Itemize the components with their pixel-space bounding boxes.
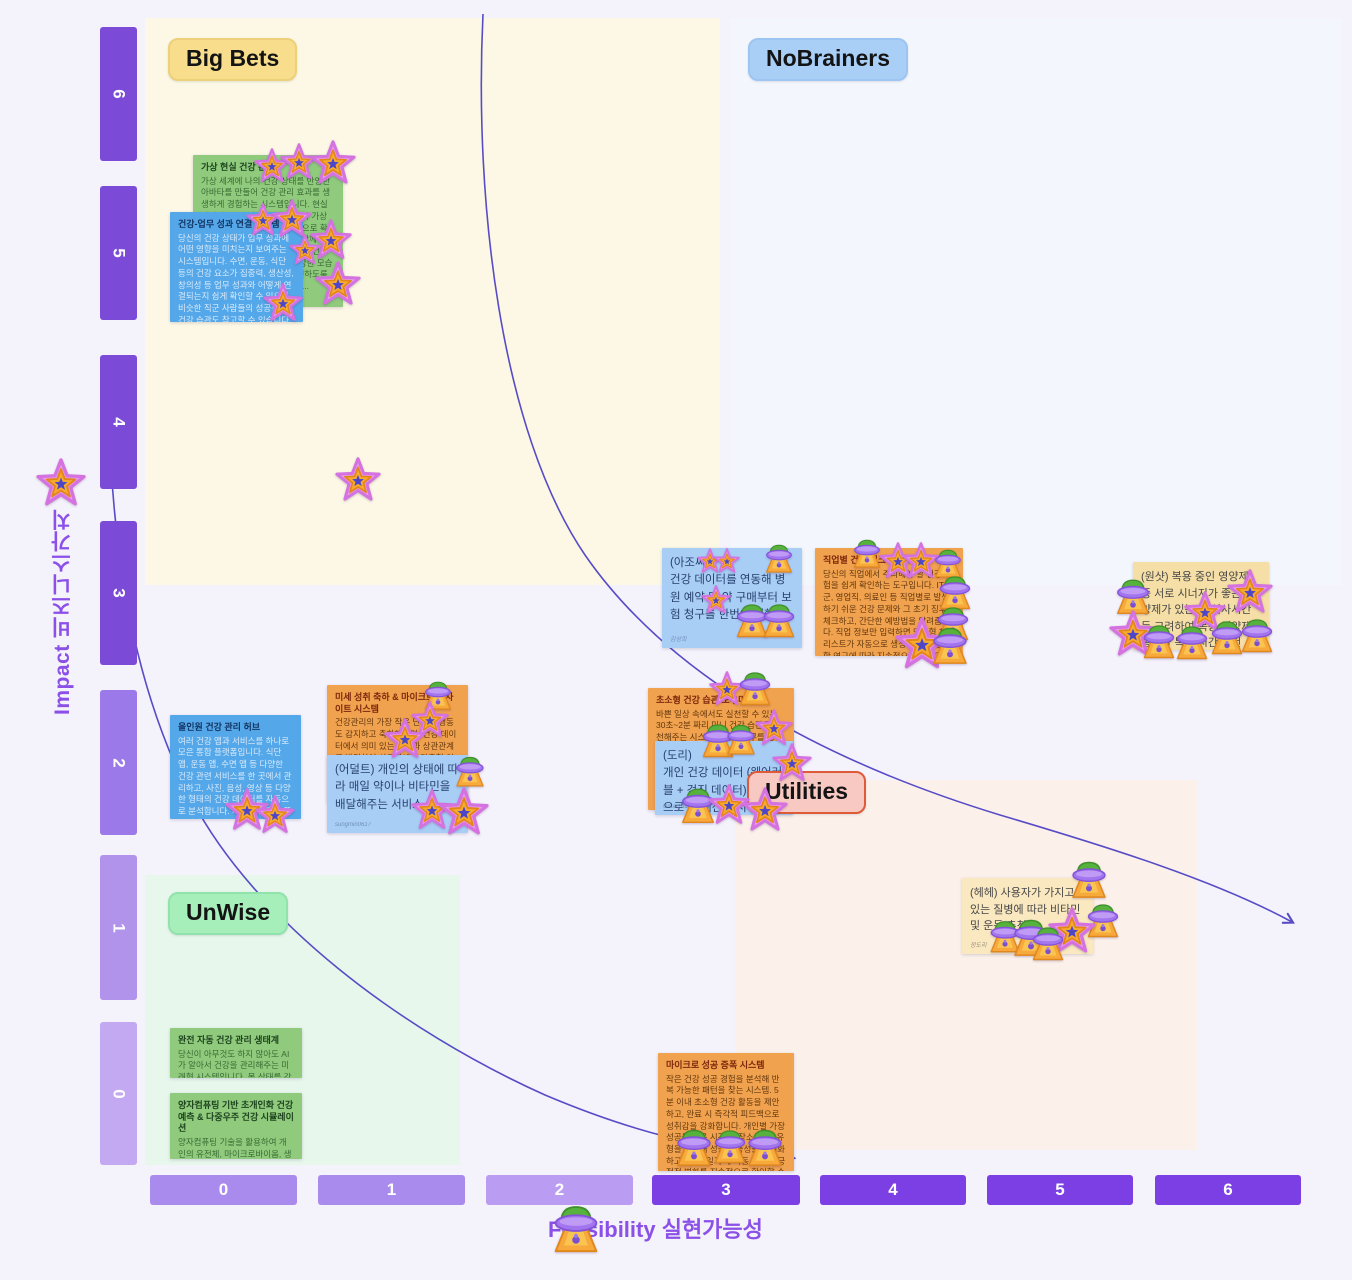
quadrant-label-unwise[interactable]: UnWise	[168, 892, 289, 935]
y-tick-label: 6	[109, 89, 129, 99]
star-stamp-icon[interactable]	[384, 718, 426, 760]
note-title: 미세 성취 축하 & 마이크로 인사이트 시스템	[335, 692, 454, 714]
star-stamp-icon[interactable]	[755, 709, 793, 747]
star-stamp-icon[interactable]	[714, 548, 740, 574]
note-title: 건강-업무 성과 연결 시스템	[178, 219, 280, 229]
ufo-stamp-icon[interactable]	[1172, 622, 1212, 662]
y-tick-label: 5	[109, 248, 129, 258]
note-author: sungmin0617	[335, 822, 372, 828]
ufo-stamp-icon[interactable]	[759, 600, 799, 640]
star-stamp-icon[interactable]	[742, 787, 788, 833]
y-axis-title: Impact 비즈니스가치	[51, 508, 74, 715]
note-title: 올인원 건강 관리 허브	[178, 722, 261, 732]
ufo-stamp-icon[interactable]	[928, 623, 972, 667]
note-author: Uma Thurman	[663, 804, 702, 810]
y-axis-tick-1: 1	[100, 855, 137, 1000]
star-stamp-icon[interactable]	[439, 787, 489, 837]
note-author: 김성희	[670, 637, 687, 643]
note-body: (어덜트) 개인의 상태에 따라 매일 약이나 비타민을 배달해주는 서비스	[335, 764, 459, 811]
star-stamp-icon[interactable]	[315, 261, 361, 307]
note-title: 양자컴퓨팅 기반 초개인화 건강 예측 & 다중우주 건강 시뮬레이션	[178, 1100, 294, 1134]
ufo-stamp-icon[interactable]	[762, 541, 796, 575]
note-body: 당신이 아무것도 하지 않아도 AI가 알아서 건강을 관리해주는 미래형 시스…	[178, 1048, 292, 1078]
star-stamp-icon[interactable]	[701, 585, 731, 615]
ufo-stamp-icon[interactable]	[743, 1125, 787, 1169]
feasibility-ufo-icon	[548, 1200, 604, 1256]
star-stamp-icon[interactable]	[263, 283, 303, 323]
y-tick-label: 0	[109, 1088, 129, 1099]
ufo-stamp-icon[interactable]	[1067, 857, 1111, 901]
x-axis-tick-3: 3	[652, 1175, 800, 1205]
quadrant-label-big-bets[interactable]: Big Bets	[168, 38, 298, 81]
y-axis-tick-2: 2	[100, 690, 137, 835]
impact-star-icon	[36, 458, 86, 508]
note-body: 양자컴퓨팅 기술을 활용하여 개인의 유전체, 마이크로바이옴, 생활습관, 환…	[178, 1137, 292, 1159]
y-axis-tick-5: 5	[100, 186, 137, 320]
note-title: 초소형 건강 습관 도우미	[656, 695, 747, 705]
note-title: 완전 자동 건강 관리 생태계	[178, 1035, 280, 1045]
ufo-stamp-icon[interactable]	[735, 668, 775, 708]
ufo-stamp-icon[interactable]	[452, 753, 488, 789]
x-axis-legend: Feasibility 실현가능성	[548, 1206, 763, 1253]
y-axis-tick-3: 3	[100, 521, 137, 665]
star-stamp-icon[interactable]	[255, 795, 295, 835]
x-axis-tick-4: 4	[820, 1175, 966, 1205]
x-axis-tick-6: 6	[1155, 1175, 1301, 1205]
ufo-stamp-icon[interactable]	[1237, 615, 1277, 655]
star-stamp-icon[interactable]	[772, 743, 812, 783]
star-stamp-icon[interactable]	[310, 140, 356, 186]
y-tick-label: 4	[109, 417, 129, 427]
quadrant-region-utilities	[735, 780, 1197, 1150]
y-axis-tick-6: 6	[100, 27, 137, 161]
ufo-stamp-icon[interactable]	[723, 721, 759, 757]
quadrant-region-nobrainers	[730, 18, 1342, 585]
y-axis-tick-0: 0	[100, 1022, 137, 1165]
ufo-stamp-icon[interactable]	[1028, 923, 1068, 963]
y-tick-label: 1	[109, 922, 129, 933]
x-axis-tick-5: 5	[987, 1175, 1133, 1205]
y-tick-label: 2	[109, 757, 129, 768]
quadrant-label-nobrainers[interactable]: NoBrainers	[748, 38, 908, 81]
sticky-note-adult-vitamin-delivery[interactable]: (어덜트) 개인의 상태에 따라 매일 약이나 비타민을 배달해주는 서비스 su…	[327, 755, 468, 833]
x-axis-tick-2: 2	[486, 1175, 633, 1205]
y-axis-tick-4: 4	[100, 355, 137, 489]
star-stamp-icon[interactable]	[335, 457, 381, 503]
y-tick-label: 3	[109, 588, 129, 598]
note-author: 정도리	[970, 943, 987, 949]
x-axis-tick-1: 1	[318, 1175, 465, 1205]
note-title: 가상 현실 건강 분신	[201, 162, 275, 172]
star-stamp-icon[interactable]	[1227, 569, 1273, 615]
star-stamp-icon[interactable]	[272, 199, 312, 239]
x-axis-tick-0: 0	[150, 1175, 297, 1205]
note-title: 마이크로 성공 증폭 시스템	[666, 1060, 765, 1070]
